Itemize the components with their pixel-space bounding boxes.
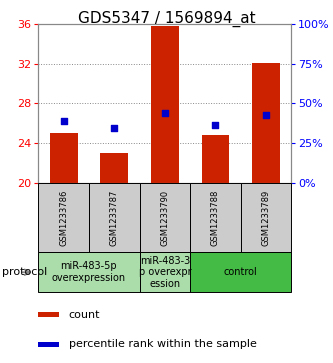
Bar [38, 183, 89, 252]
Point [61, 118, 66, 124]
Bar [38, 312, 59, 317]
Bar [140, 183, 190, 252]
Bar [100, 153, 128, 183]
Point [112, 126, 117, 131]
Bar [241, 183, 291, 252]
Bar [38, 342, 59, 347]
Text: GSM1233790: GSM1233790 [160, 190, 169, 246]
Bar [89, 183, 140, 252]
Text: GSM1233788: GSM1233788 [211, 189, 220, 246]
Bar [190, 183, 241, 252]
Text: miR-483-5p
overexpression: miR-483-5p overexpression [52, 261, 126, 283]
Text: miR-483-3
p overexpr
ession: miR-483-3 p overexpr ession [139, 256, 191, 289]
Bar [38, 252, 140, 292]
Bar [190, 252, 291, 292]
Bar [252, 62, 280, 183]
Bar [140, 252, 190, 292]
Text: percentile rank within the sample: percentile rank within the sample [69, 339, 256, 349]
Text: protocol: protocol [2, 267, 47, 277]
Text: GDS5347 / 1569894_at: GDS5347 / 1569894_at [78, 11, 255, 27]
Point [263, 113, 269, 118]
Point [213, 122, 218, 128]
Bar [201, 135, 229, 183]
Text: GSM1233786: GSM1233786 [59, 189, 68, 246]
Bar [50, 133, 78, 183]
Bar [151, 25, 179, 183]
Point [162, 110, 167, 116]
Text: count: count [69, 310, 100, 320]
Text: GSM1233789: GSM1233789 [261, 190, 271, 246]
Text: control: control [224, 267, 258, 277]
Text: GSM1233787: GSM1233787 [110, 189, 119, 246]
